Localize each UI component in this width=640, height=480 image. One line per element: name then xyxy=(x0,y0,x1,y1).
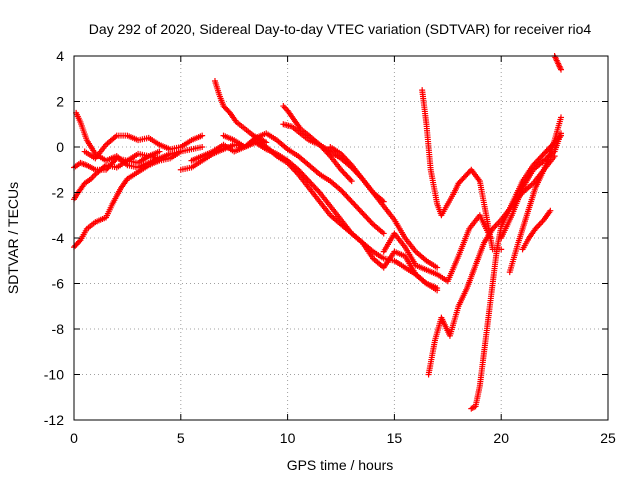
x-tick-label: 5 xyxy=(177,430,185,446)
x-tick-label: 20 xyxy=(493,430,509,446)
data-point xyxy=(348,178,355,185)
data-point xyxy=(547,207,554,214)
y-tick-label: -4 xyxy=(52,230,65,246)
data-point xyxy=(199,144,206,150)
x-axis-label: GPS time / hours xyxy=(287,457,394,473)
y-tick-label: -12 xyxy=(44,412,64,428)
data-point xyxy=(434,287,441,294)
data-point-fill xyxy=(76,238,83,245)
x-tick-label: 0 xyxy=(70,430,78,446)
data-point xyxy=(156,148,163,155)
data-points xyxy=(71,53,565,412)
data-point xyxy=(558,66,565,73)
data-point xyxy=(380,230,387,237)
y-tick-label: -8 xyxy=(52,321,65,337)
y-tick-label: 0 xyxy=(56,139,64,155)
data-point xyxy=(199,132,206,139)
data-point xyxy=(156,155,163,162)
x-tick-label: 25 xyxy=(600,430,616,446)
x-tick-label: 15 xyxy=(387,430,403,446)
x-tick-label: 10 xyxy=(280,430,296,446)
data-point xyxy=(558,130,565,137)
data-point xyxy=(558,114,565,121)
y-axis-label: SDTVAR / TECUs xyxy=(5,182,21,294)
chart-title: Day 292 of 2020, Sidereal Day-to-day VTE… xyxy=(89,21,592,37)
y-tick-label: -10 xyxy=(44,367,64,383)
y-tick-label: 4 xyxy=(56,48,64,64)
data-point xyxy=(434,264,441,271)
y-tick-label: -2 xyxy=(52,185,65,201)
y-axis-ticks: -12 -10 -8 -6 -4 -2 0 2 4 xyxy=(44,48,608,428)
y-tick-label: 2 xyxy=(56,94,64,110)
y-tick-label: -6 xyxy=(52,276,65,292)
data-point xyxy=(263,139,270,146)
x-axis-ticks: 0 5 10 15 20 25 xyxy=(70,56,616,446)
